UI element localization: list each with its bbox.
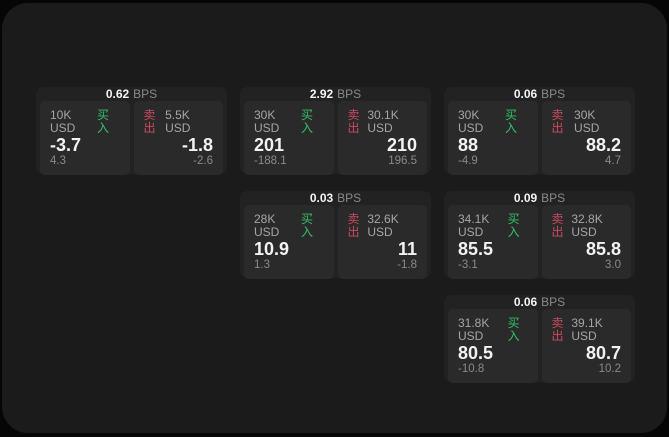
buy-delta: -3.1 <box>458 259 478 271</box>
bps-header: 0.03 BPS <box>244 191 427 205</box>
bps-unit-label: BPS <box>541 87 566 101</box>
sell-price: 88.2 <box>585 135 621 155</box>
sell-panel[interactable]: 卖出 32.6K USD 11 -1.8 <box>337 205 427 279</box>
bps-header: 0.09 BPS <box>448 191 631 205</box>
sell-delta: 10.2 <box>598 363 621 375</box>
sell-delta: -2.6 <box>193 155 213 167</box>
buy-side-label: 买入 <box>504 108 517 135</box>
buy-side-label: 买入 <box>96 108 109 135</box>
buy-notional: 10K USD <box>50 108 76 135</box>
app-window: 0.62 BPS 10K USD 买入 -3.7 4.3 卖出 5.5K USD <box>2 3 667 433</box>
sell-price: 11 <box>397 239 417 259</box>
spread-card: 0.06 BPS 30K USD 买入 88 -4.9 卖出 30K USD <box>444 87 635 175</box>
spread-card: 0.03 BPS 28K USD 买入 10.9 1.3 卖出 32.6K US… <box>240 191 431 279</box>
sell-delta: 4.7 <box>605 155 621 167</box>
bps-header: 0.06 BPS <box>448 295 631 309</box>
buy-price: 10.9 <box>254 239 290 259</box>
buy-notional: 31.8K USD <box>458 316 490 343</box>
sell-notional: 39.1K USD <box>571 316 603 343</box>
bps-unit-label: BPS <box>337 191 362 205</box>
buy-panel[interactable]: 30K USD 买入 88 -4.9 <box>448 101 538 175</box>
sell-notional: 30.1K USD <box>367 108 399 135</box>
quote-panels: 10K USD 买入 -3.7 4.3 卖出 5.5K USD -1.8 -2.… <box>40 101 223 175</box>
buy-price: 201 <box>254 135 285 155</box>
sell-price: 80.7 <box>585 343 621 363</box>
sell-notional: 32.8K USD <box>571 212 603 239</box>
bps-header: 0.06 BPS <box>448 87 631 101</box>
sell-panel[interactable]: 卖出 39.1K USD 80.7 10.2 <box>541 309 631 383</box>
quote-panels: 34.1K USD 买入 85.5 -3.1 卖出 32.8K USD 85.8… <box>448 205 631 279</box>
buy-notional: 30K USD <box>254 108 280 135</box>
bps-unit-label: BPS <box>337 87 362 101</box>
buy-price: 88 <box>458 135 479 155</box>
buy-side-label: 买入 <box>300 108 313 135</box>
sell-panel[interactable]: 卖出 32.8K USD 85.8 3.0 <box>541 205 631 279</box>
quote-panels: 31.8K USD 买入 80.5 -10.8 卖出 39.1K USD 80.… <box>448 309 631 383</box>
quote-panels: 28K USD 买入 10.9 1.3 卖出 32.6K USD 11 -1.8 <box>244 205 427 279</box>
bps-value: 0.62 <box>105 87 130 101</box>
sell-side-label: 卖出 <box>551 212 564 239</box>
quote-panels: 30K USD 买入 201 -188.1 卖出 30.1K USD 210 1… <box>244 101 427 175</box>
sell-price: -1.8 <box>181 135 213 155</box>
spread-card: 0.62 BPS 10K USD 买入 -3.7 4.3 卖出 5.5K USD <box>36 87 227 175</box>
sell-notional: 5.5K USD <box>165 108 191 135</box>
buy-delta: -188.1 <box>254 155 287 167</box>
sell-price: 85.8 <box>585 239 621 259</box>
sell-notional: 30K USD <box>574 108 600 135</box>
buy-panel[interactable]: 34.1K USD 买入 85.5 -3.1 <box>448 205 538 279</box>
sell-price: 210 <box>386 135 417 155</box>
bps-value: 0.09 <box>513 191 538 205</box>
buy-panel[interactable]: 30K USD 买入 201 -188.1 <box>244 101 334 175</box>
sell-notional: 32.6K USD <box>367 212 399 239</box>
buy-notional: 34.1K USD <box>458 212 490 239</box>
sell-delta: 3.0 <box>605 259 621 271</box>
spread-card: 0.09 BPS 34.1K USD 买入 85.5 -3.1 卖出 32.8K… <box>444 191 635 279</box>
sell-side-label: 卖出 <box>143 108 156 135</box>
buy-panel[interactable]: 31.8K USD 买入 80.5 -10.8 <box>448 309 538 383</box>
sell-side-label: 卖出 <box>347 212 360 239</box>
bps-value: 0.06 <box>513 87 538 101</box>
sell-delta: 196.5 <box>388 155 417 167</box>
bps-value: 0.06 <box>513 295 538 309</box>
buy-side-label: 买入 <box>300 212 313 239</box>
buy-side-label: 买入 <box>507 212 520 239</box>
buy-notional: 28K USD <box>254 212 280 239</box>
sell-panel[interactable]: 卖出 30.1K USD 210 196.5 <box>337 101 427 175</box>
sell-panel[interactable]: 卖出 30K USD 88.2 4.7 <box>541 101 631 175</box>
buy-notional: 30K USD <box>458 108 484 135</box>
buy-delta: 1.3 <box>254 259 270 271</box>
buy-panel[interactable]: 10K USD 买入 -3.7 4.3 <box>40 101 130 175</box>
buy-delta: -4.9 <box>458 155 478 167</box>
spread-card: 2.92 BPS 30K USD 买入 201 -188.1 卖出 30.1K … <box>240 87 431 175</box>
sell-side-label: 卖出 <box>551 316 564 343</box>
bps-unit-label: BPS <box>541 295 566 309</box>
buy-price: -3.7 <box>50 135 82 155</box>
bps-value: 2.92 <box>309 87 334 101</box>
buy-delta: 4.3 <box>50 155 66 167</box>
buy-price: 80.5 <box>458 343 494 363</box>
buy-delta: -10.8 <box>458 363 485 375</box>
sell-side-label: 卖出 <box>551 108 564 135</box>
bps-unit-label: BPS <box>541 191 566 205</box>
buy-side-label: 买入 <box>507 316 520 343</box>
buy-panel[interactable]: 28K USD 买入 10.9 1.3 <box>244 205 334 279</box>
sell-side-label: 卖出 <box>347 108 360 135</box>
quote-panels: 30K USD 买入 88 -4.9 卖出 30K USD 88.2 4.7 <box>448 101 631 175</box>
spread-cards-grid: 0.62 BPS 10K USD 买入 -3.7 4.3 卖出 5.5K USD <box>36 87 635 383</box>
bps-unit-label: BPS <box>133 87 158 101</box>
bps-header: 0.62 BPS <box>40 87 223 101</box>
bps-value: 0.03 <box>309 191 334 205</box>
sell-delta: -1.8 <box>397 259 417 271</box>
sell-panel[interactable]: 卖出 5.5K USD -1.8 -2.6 <box>133 101 223 175</box>
bps-header: 2.92 BPS <box>244 87 427 101</box>
spread-card: 0.06 BPS 31.8K USD 买入 80.5 -10.8 卖出 39.1… <box>444 295 635 383</box>
buy-price: 85.5 <box>458 239 494 259</box>
